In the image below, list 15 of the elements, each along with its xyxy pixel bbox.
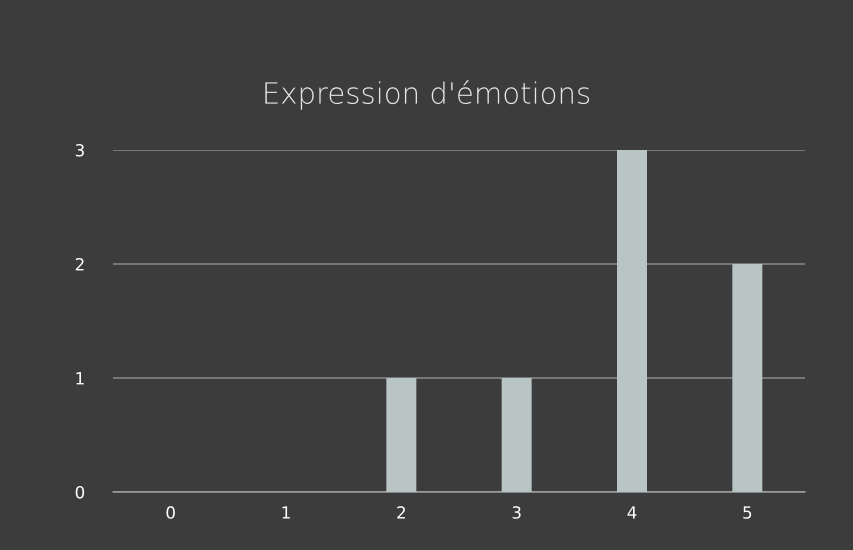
bar bbox=[617, 150, 647, 492]
bar bbox=[732, 264, 762, 492]
x-tick-label: 0 bbox=[166, 506, 175, 519]
bar bbox=[386, 378, 416, 492]
bar bbox=[502, 378, 532, 492]
y-tick-label: 0 bbox=[76, 486, 84, 499]
x-tick-label: 2 bbox=[397, 506, 405, 519]
x-tick-label: 1 bbox=[282, 506, 290, 519]
y-tick-label: 2 bbox=[76, 258, 84, 270]
x-tick-label: 5 bbox=[743, 506, 752, 519]
x-tick-label: 3 bbox=[512, 506, 521, 519]
chart-title: Expression d'émotions bbox=[265, 80, 590, 110]
x-tick-label: 4 bbox=[628, 506, 636, 519]
y-tick-label: 1 bbox=[76, 372, 84, 384]
y-tick-label: 3 bbox=[76, 144, 84, 157]
